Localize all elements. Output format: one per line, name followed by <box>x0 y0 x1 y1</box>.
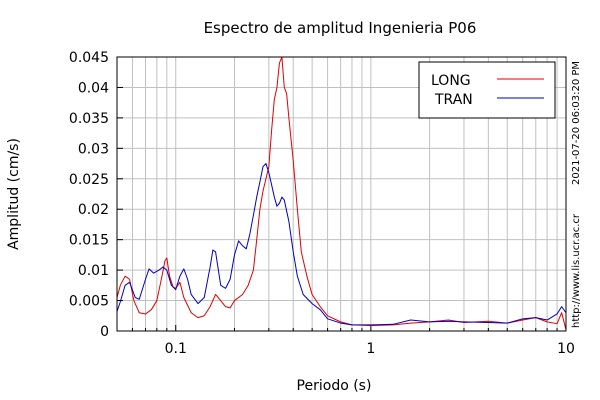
y-tick-label: 0.02 <box>78 202 109 218</box>
y-tick-label: 0.025 <box>69 172 109 188</box>
legend: LONG TRAN <box>418 61 556 119</box>
legend-box <box>418 61 556 119</box>
y-tick-label: 0.01 <box>78 263 109 279</box>
y-tick-label: 0 <box>100 324 109 340</box>
y-tick-label: 0.005 <box>69 294 109 310</box>
y-tick-label: 0.04 <box>78 80 109 96</box>
series-layer <box>116 56 567 330</box>
plot-frame <box>116 56 567 332</box>
y-axis-label: Amplitud (cm/s) <box>6 138 22 250</box>
x-tick-label: 10 <box>557 341 575 357</box>
y-tick-label: 0.015 <box>69 233 109 249</box>
series-line-long <box>116 56 567 330</box>
axis-ticks: 0 0.005 0.01 0.015 0.02 0.025 0.03 0.035 0.04 0.0… <box>69 50 575 357</box>
source-url-annotation: http://www.lis.ucr.ac.cr <box>571 213 582 328</box>
x-tick-label: 1 <box>366 341 375 357</box>
timestamp-annotation: 2021-07-20 06:03:20 PM <box>571 61 582 185</box>
legend-label-tran: TRAN <box>434 92 473 108</box>
y-tick-label: 0.035 <box>69 111 109 127</box>
x-tick-label: 0.1 <box>165 341 187 357</box>
chart-title: Espectro de amplitud Ingenieria P06 <box>204 19 477 37</box>
series-line-tran <box>116 163 567 326</box>
y-tick-label: 0.045 <box>69 50 109 66</box>
y-tick-label: 0.03 <box>78 141 109 157</box>
legend-label-long: LONG <box>431 73 471 89</box>
x-axis-label: Periodo (s) <box>297 378 372 394</box>
grid <box>116 56 566 332</box>
